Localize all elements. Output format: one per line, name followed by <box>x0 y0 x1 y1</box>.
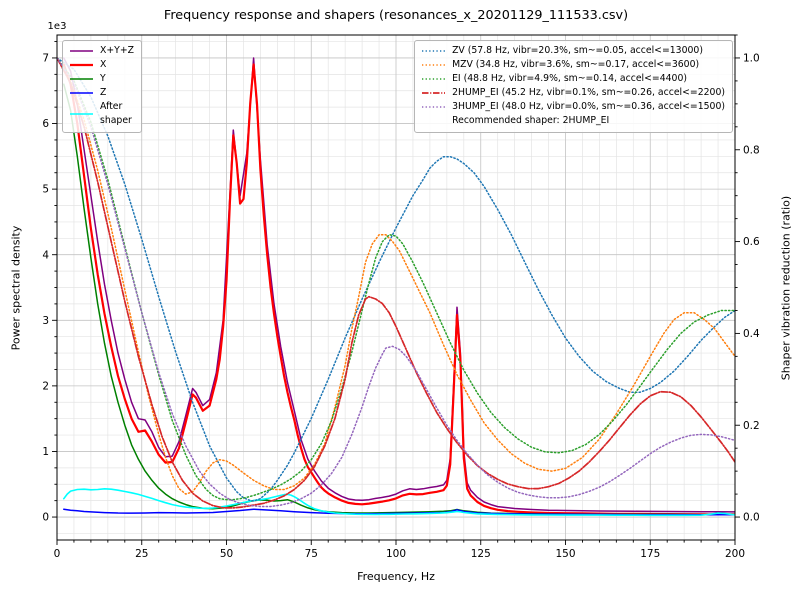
svg-text:0.6: 0.6 <box>743 236 760 248</box>
svg-text:0: 0 <box>42 512 49 524</box>
legend-entry-2hump-ei: 2HUMP_EI (45.2 Hz, vibr=0.1%, sm~=0.26, … <box>421 86 725 100</box>
legend-entry-mzv: MZV (34.8 Hz, vibr=3.6%, sm~=0.17, accel… <box>421 58 725 72</box>
series-y <box>63 83 735 516</box>
legend-line-sample-2hump-ei <box>422 91 446 94</box>
svg-text:2: 2 <box>42 380 49 392</box>
legend-entry-after-shaper: After shaper <box>69 100 134 128</box>
right-axis-label: Shaper vibration reduction (ratio) <box>779 195 793 381</box>
svg-text:75: 75 <box>305 548 318 560</box>
series-x <box>62 63 735 516</box>
legend-label-xyz: X+Y+Z <box>100 45 134 56</box>
tick-labels: 0 25 50 75 100 125 150 175 200 0 1 2 3 4 5 6 7 0.0 0.2 0.4 0… <box>42 53 760 560</box>
legend-line-sample-x <box>70 63 93 67</box>
legend-label-2hump-ei: 2HUMP_EI (45.2 Hz, vibr=0.1%, sm~=0.26, … <box>452 86 725 98</box>
legend-shapers: ZV (57.8 Hz, vibr=20.3%, sm~=0.05, accel… <box>414 40 733 133</box>
legend-line-sample-z <box>70 92 93 94</box>
svg-text:0: 0 <box>54 548 61 560</box>
series-3hump-ei <box>57 57 735 508</box>
legend-label-3hump-ei: 3HUMP_EI (48.0 Hz, vibr=0.0%, sm~=0.36, … <box>452 100 725 112</box>
legend-line-sample-xyz <box>70 50 93 52</box>
svg-text:0.8: 0.8 <box>743 144 760 156</box>
legend-entry-zv: ZV (57.8 Hz, vibr=20.3%, sm~=0.05, accel… <box>421 44 725 58</box>
legend-label-after-shaper: After shaper <box>100 100 132 126</box>
y-axis-offset-text: 1e3 <box>47 21 67 32</box>
series-xyz <box>63 57 735 513</box>
legend-line-sample-after-shaper <box>70 112 93 115</box>
legend-line-sample-ei <box>422 78 446 80</box>
legend-label-mzv: MZV (34.8 Hz, vibr=3.6%, sm~=0.17, accel… <box>452 58 700 70</box>
x-axis-label: Frequency, Hz <box>357 570 435 583</box>
svg-text:0.0: 0.0 <box>743 512 760 524</box>
svg-text:150: 150 <box>555 548 575 560</box>
left-axis-label: Power spectral density <box>9 225 23 351</box>
svg-text:3: 3 <box>42 315 49 327</box>
svg-text:125: 125 <box>471 548 491 560</box>
legend-entry-xyz: X+Y+Z <box>69 44 134 58</box>
legend-label-zv: ZV (57.8 Hz, vibr=20.3%, sm~=0.05, accel… <box>452 45 703 56</box>
legend-line-sample-mzv <box>422 64 446 66</box>
svg-text:6: 6 <box>42 118 49 130</box>
legend-label-y: Y <box>100 72 106 84</box>
legend-entry-3hump-ei: 3HUMP_EI (48.0 Hz, vibr=0.0%, sm~=0.36, … <box>421 100 725 114</box>
legend-line-sample-y <box>70 78 93 80</box>
svg-text:1.0: 1.0 <box>743 53 760 65</box>
svg-text:4: 4 <box>42 249 49 261</box>
series-ei <box>57 57 735 501</box>
svg-text:100: 100 <box>386 548 406 560</box>
legend-entry-x: X <box>69 58 134 72</box>
legend-label-ei: EI (48.8 Hz, vibr=4.9%, sm~=0.14, accel<… <box>452 72 688 84</box>
shaper-series-group <box>57 57 735 509</box>
series-2hump-ei <box>57 57 735 509</box>
legend-recommended-note: Recommended shaper: 2HUMP_EI <box>452 114 610 126</box>
svg-text:50: 50 <box>220 548 233 560</box>
legend-entry-y: Y <box>69 72 134 86</box>
svg-text:175: 175 <box>640 548 660 560</box>
series-z <box>63 508 735 516</box>
svg-text:7: 7 <box>42 53 49 65</box>
legend-line-sample-3hump-ei <box>422 105 446 108</box>
legend-label-z: Z <box>100 86 107 98</box>
legend-label-x: X <box>100 58 107 70</box>
series-after-shaper <box>62 487 735 517</box>
svg-text:25: 25 <box>135 548 148 560</box>
svg-text:200: 200 <box>725 548 745 560</box>
svg-text:0.2: 0.2 <box>743 420 760 432</box>
series-zv <box>57 57 735 502</box>
axis-ticks <box>52 34 740 545</box>
legend-psd: X+Y+Z X Y Z After shaper <box>62 40 142 133</box>
series-mzv <box>57 57 735 495</box>
legend-entry-z: Z <box>69 86 134 100</box>
chart-title: Frequency response and shapers (resonanc… <box>163 8 629 23</box>
svg-text:1: 1 <box>42 446 49 458</box>
psd-series-group <box>62 57 735 517</box>
svg-text:0.4: 0.4 <box>743 328 760 340</box>
legend-line-sample-zv <box>422 50 446 52</box>
svg-text:5: 5 <box>42 184 49 196</box>
legend-entry-ei: EI (48.8 Hz, vibr=4.9%, sm~=0.14, accel<… <box>421 72 725 86</box>
